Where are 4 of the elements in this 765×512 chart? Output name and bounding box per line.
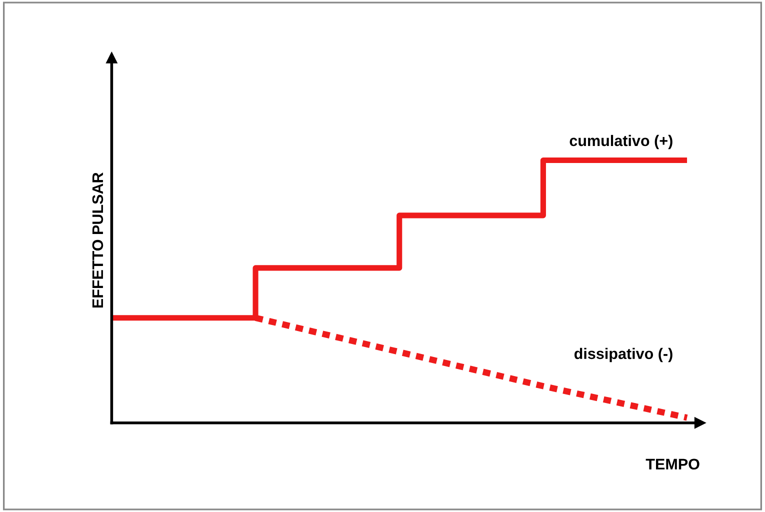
series-label: dissipativo (-) bbox=[574, 348, 672, 362]
x-axis-title: TEMPO bbox=[646, 458, 700, 470]
y-axis-title: EFFETTO PULSAR bbox=[92, 172, 104, 308]
series-label: cumulativo (+) bbox=[570, 134, 672, 150]
